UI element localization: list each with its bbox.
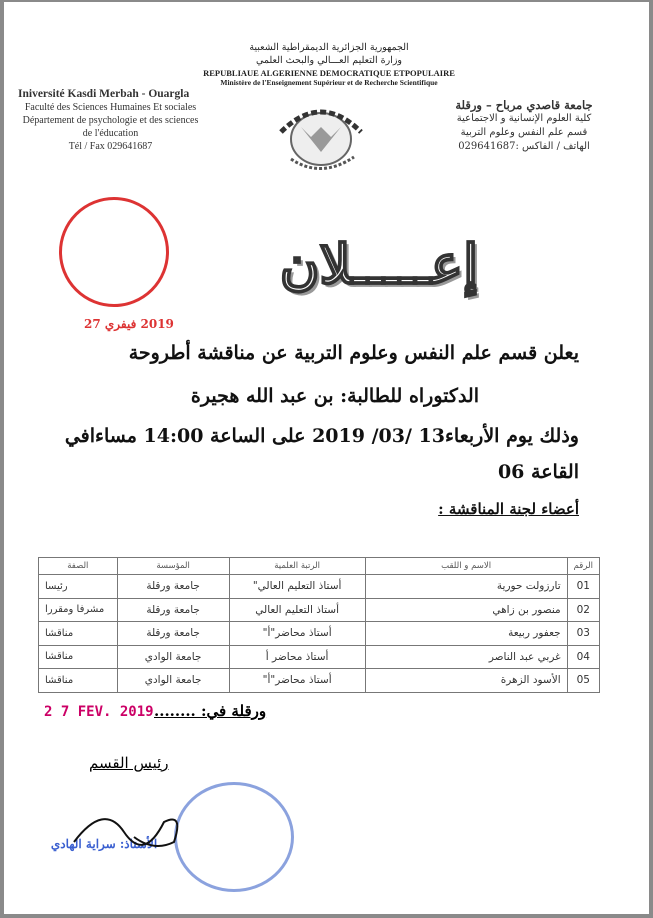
cell-institution: جامعة ورقلة	[116, 574, 230, 599]
department-fr: Département de psychologie et des scienc…	[22, 115, 199, 139]
phone-ar: الهاتف / الفاكس :029641687	[458, 141, 590, 152]
department-ar: قسم علم النفس وعلوم التربية	[460, 127, 588, 138]
left-header-block: Iniversité Kasdi Merbah - Ouargla Facult…	[18, 88, 203, 153]
university-logo	[266, 97, 376, 177]
committee-label: أعضاء لجنة المناقشة :	[438, 500, 579, 518]
signature	[73, 818, 179, 847]
cell-institution: جامعة ورقلة	[116, 621, 230, 646]
right-header-block: جامعة قاصدي مرباح – ورقلة كلية العلوم ال…	[434, 98, 614, 154]
cell-rank: أستاذ محاضر"أ"	[228, 668, 366, 693]
cell-institution: جامعة الوادي	[116, 668, 230, 693]
header-role: الصفة	[38, 557, 118, 575]
header-number: الرقم	[566, 557, 601, 575]
place-date-label: ورقلة في: ........	[154, 702, 267, 720]
cell-name: غربي عبد الناصر	[364, 644, 568, 669]
table-row: 04 غربي عبد الناصر أستاذ محاضر أ جامعة الوا…	[38, 644, 601, 669]
cell-rank: أستاذ محاضر"أ"	[228, 621, 366, 646]
faculty-fr: Faculté des Sciences Humaines Et sociale…	[24, 102, 197, 113]
phone-fr: Tél / Fax 029641687	[68, 141, 153, 152]
ministry-fr: Ministère de l'Enseignement Supérieur et…	[220, 78, 438, 87]
cell-institution: جامعة ورقلة	[116, 597, 230, 622]
university-fr: Iniversité Kasdi Merbah - Ouargla	[18, 88, 190, 100]
cell-name: الأسود الزهرة	[364, 668, 568, 693]
cell-number: 02	[566, 597, 601, 622]
announcement-line-2: الدكتوراه للطالبة: بن عبد الله هجيرة	[190, 385, 479, 407]
republic-ar: الجمهورية الجزائرية الديمقراطية الشعبية	[249, 42, 409, 53]
cell-institution: جامعة الوادي	[116, 644, 230, 669]
cell-role: رئيسا	[38, 574, 118, 599]
cell-number: 01	[566, 574, 601, 599]
cell-rank: أستاذ محاضر أ	[228, 644, 366, 669]
header-institution: المؤسسة	[116, 557, 230, 575]
cell-name: منصور بن زاهي	[364, 597, 568, 622]
table-header-row: الرقم الاسم و اللقب الرتبة العلمية المؤس…	[38, 557, 601, 575]
cell-role: مناقشا	[38, 668, 118, 693]
date-stamp: 2 7 FEV. 2019	[44, 704, 154, 720]
table-row: 02 منصور بن زاهي أستاذ التعليم العالي جامعة…	[38, 597, 601, 622]
cell-role: مناقشا	[38, 621, 118, 646]
announcement-line-1: يعلن قسم علم النفس وعلوم التربية عن مناق…	[128, 342, 579, 364]
ministry-ar: وزارة التعليم العـــالي والبحث العلمي	[255, 55, 403, 66]
header-rank: الرتبة العلمية	[228, 557, 366, 575]
announcement-title: إعـــــلان	[279, 232, 479, 296]
document-page: الجمهورية الجزائرية الديمقراطية الشعبية …	[4, 2, 649, 914]
cell-role: مشرفا ومقررا	[38, 597, 118, 622]
cell-name: تارزولت حورية	[364, 574, 568, 599]
cell-number: 05	[566, 668, 601, 693]
faculty-ar: كلية العلوم الإنسانية و الاجتماعية	[456, 113, 592, 124]
department-head-title: رئيس القسم	[89, 754, 169, 772]
header-name: الاسم و اللقب	[364, 557, 568, 575]
cell-number: 03	[566, 621, 601, 646]
cell-rank: أستاذ التعليم العالي	[228, 597, 366, 622]
stamp-date: 2019 فيفري 27	[84, 317, 174, 331]
cell-rank: أستاذ التعليم العالي"	[228, 574, 366, 599]
cell-name: جعفور ربيعة	[364, 621, 568, 646]
announcement-line-4: القاعة 06	[497, 461, 579, 483]
committee-table: الرقم الاسم و اللقب الرتبة العلمية المؤس…	[38, 557, 601, 693]
table-row: 03 جعفور ربيعة أستاذ محاضر"أ" جامعة ورقلة من…	[38, 621, 601, 646]
cell-number: 04	[566, 644, 601, 669]
table-row: 05 الأسود الزهرة أستاذ محاضر"أ" جامعة الواد…	[38, 668, 601, 693]
announcement-line-3: وذلك يوم الأربعاء13 /03/ 2019 على الساعة…	[64, 425, 579, 447]
republic-fr: REPUBLIAUE ALGERIENNE DEMOCRATIQUE ETPOP…	[203, 68, 455, 78]
official-stamp-red	[59, 197, 169, 307]
university-ar: جامعة قاصدي مرباح – ورقلة	[455, 98, 593, 112]
table-row: 01 تارزولت حورية أستاذ التعليم العالي" جامع…	[38, 574, 601, 599]
cell-role: مناقشا	[38, 644, 118, 669]
